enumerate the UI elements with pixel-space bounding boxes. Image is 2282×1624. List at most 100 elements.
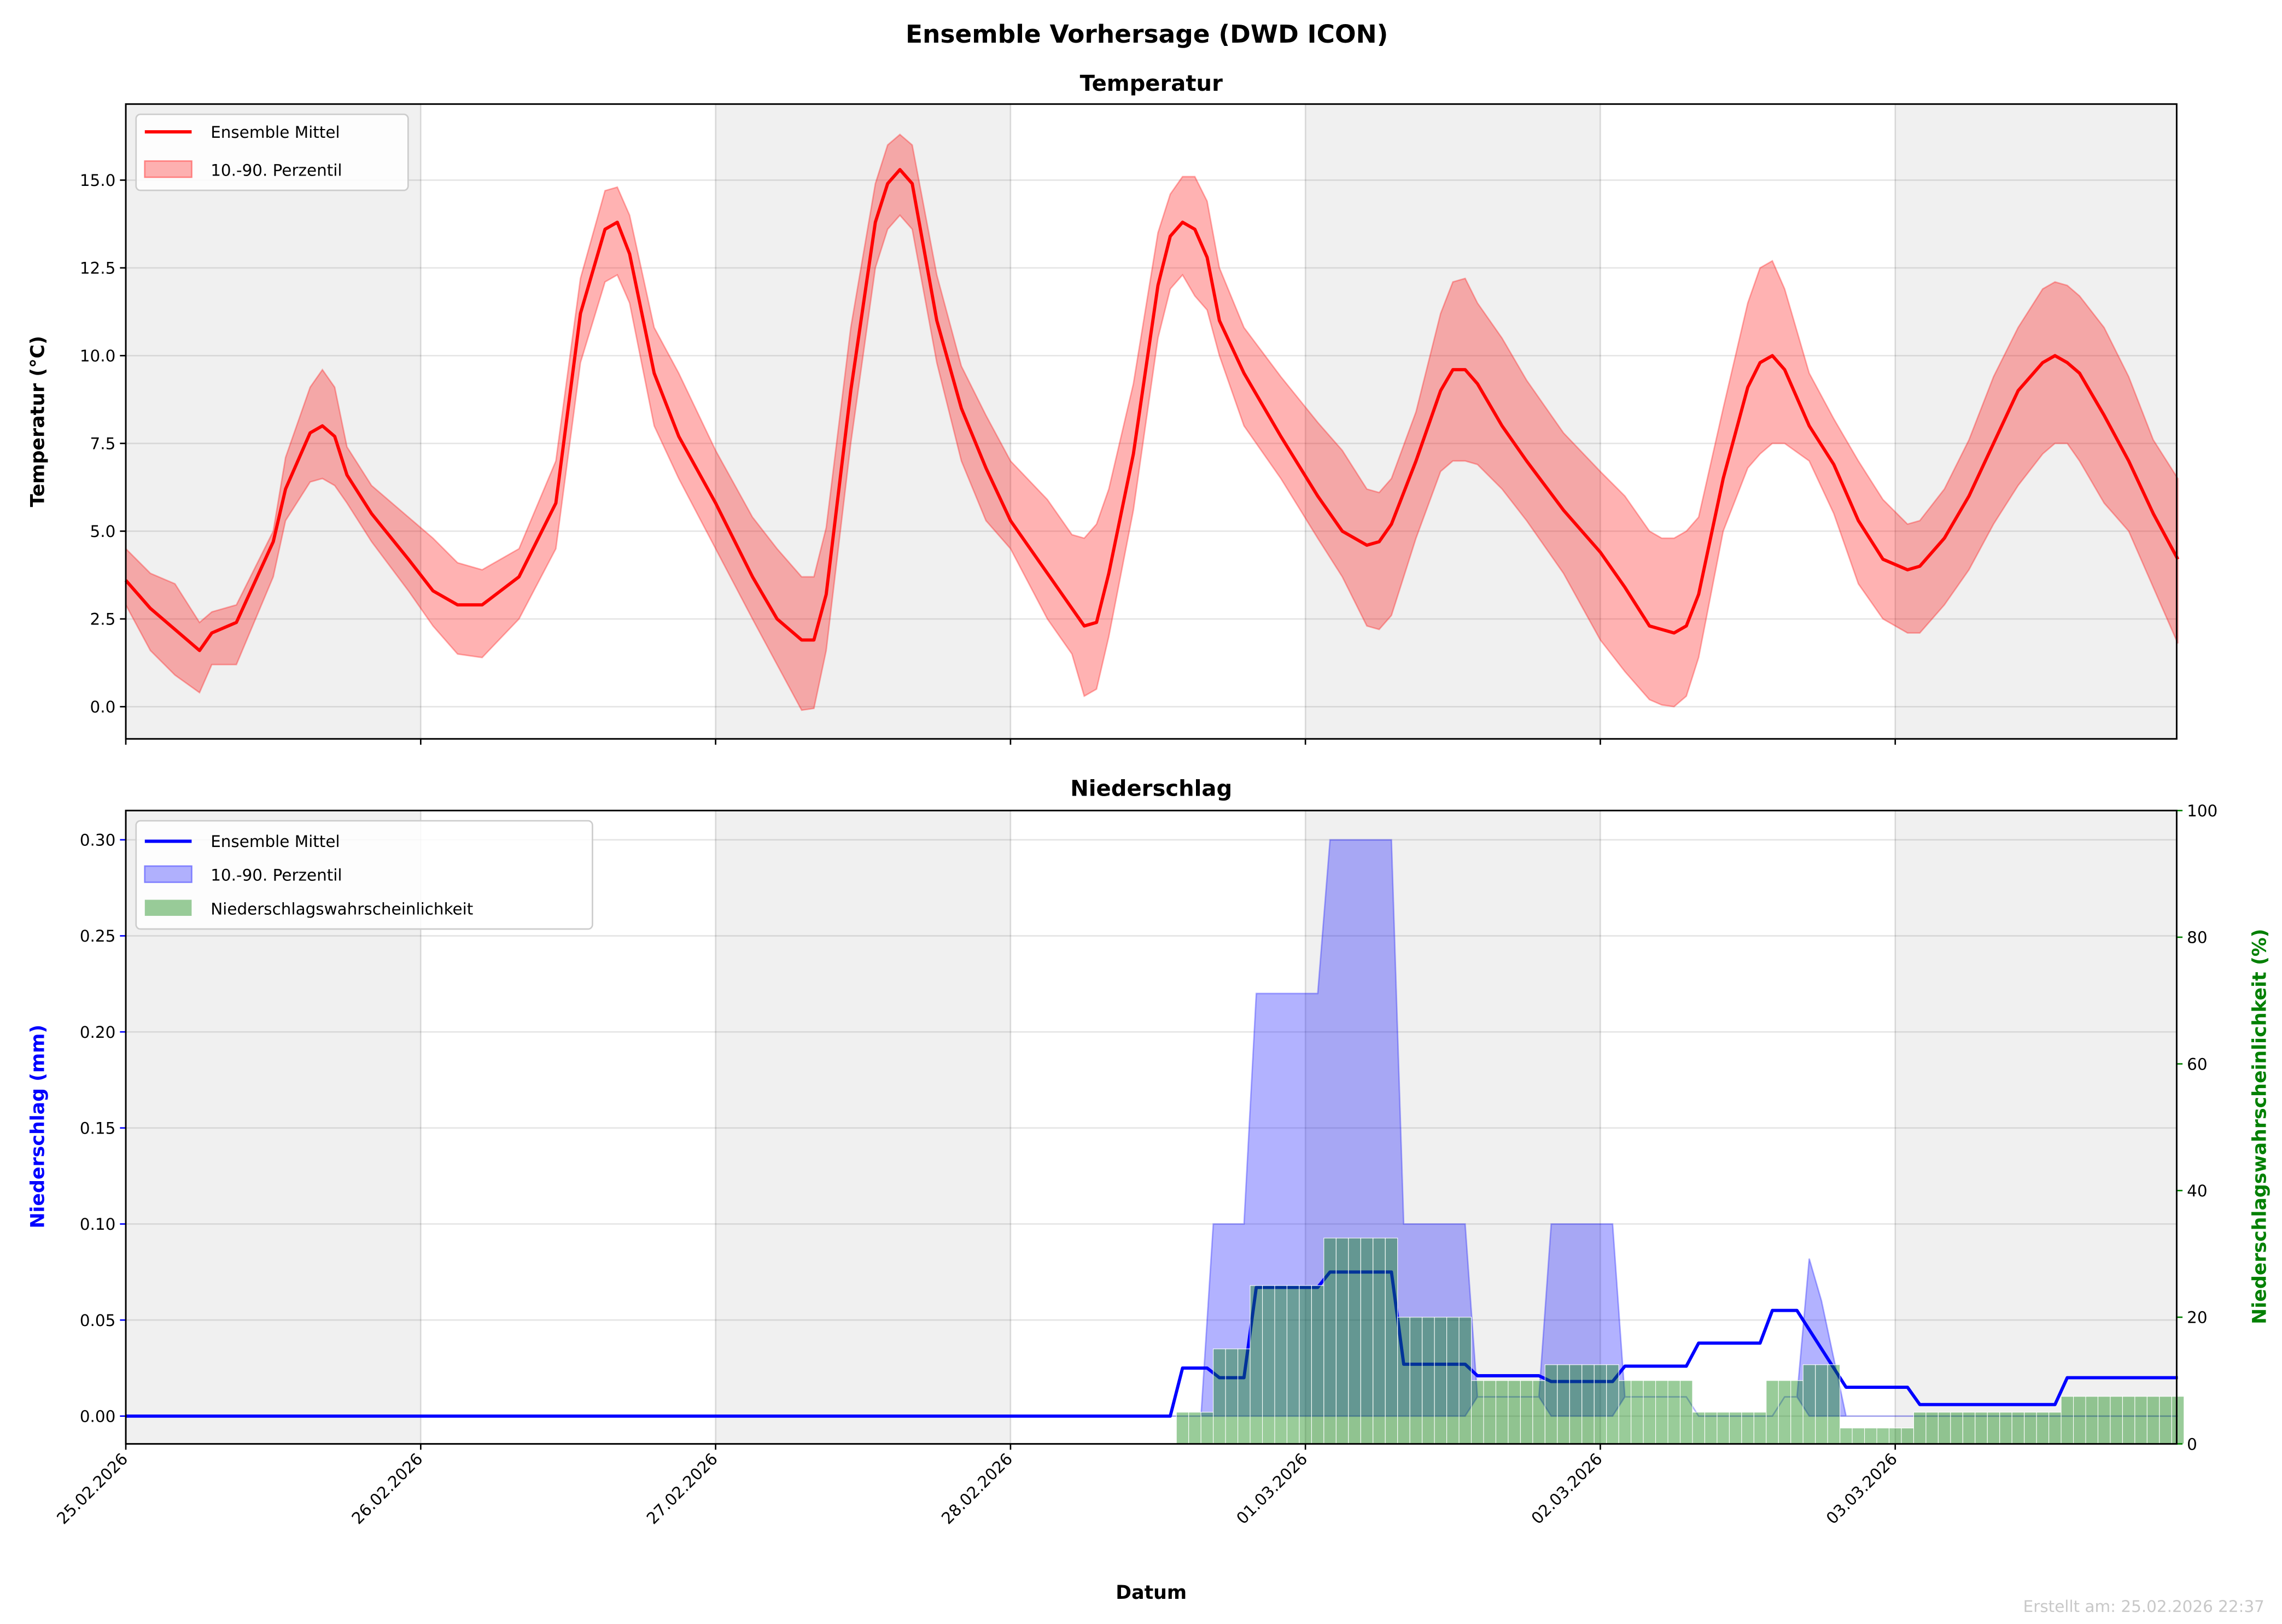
probability-bar bbox=[1655, 1380, 1668, 1445]
probability-bar bbox=[1569, 1364, 1583, 1445]
y-tick-label: 5.0 bbox=[90, 522, 116, 541]
x-axis-label: Datum bbox=[1116, 1582, 1187, 1604]
probability-bar bbox=[1778, 1380, 1791, 1445]
probability-bar bbox=[1176, 1412, 1189, 1445]
probability-bar bbox=[1262, 1285, 1275, 1445]
right-y-tick-label: 0 bbox=[2187, 1435, 2197, 1453]
probability-bar bbox=[1766, 1380, 1779, 1445]
probability-bar bbox=[1520, 1380, 1533, 1445]
right-y-tick-label: 80 bbox=[2187, 928, 2207, 947]
precipitation-legend: Ensemble Mittel 10.-90. Perzentil Nieder… bbox=[135, 820, 593, 930]
legend-probability-label: Niederschlagswahrscheinlichkeit bbox=[211, 899, 473, 918]
probability-bar bbox=[1335, 1237, 1349, 1445]
probability-bar bbox=[1999, 1412, 2012, 1445]
probability-bar bbox=[1188, 1412, 1201, 1445]
probability-bar bbox=[1679, 1380, 1693, 1445]
probability-bar bbox=[2122, 1396, 2135, 1445]
day-shading bbox=[1895, 104, 2177, 739]
probability-bar bbox=[1397, 1317, 1410, 1445]
temperature-legend: Ensemble Mittel 10.-90. Perzentil bbox=[135, 113, 409, 191]
precipitation-y-axis-label: Niederschlag (mm) bbox=[27, 1025, 49, 1229]
y-tick-label: 10.0 bbox=[80, 347, 115, 365]
probability-bar bbox=[1827, 1364, 1841, 1445]
probability-bar bbox=[1323, 1237, 1336, 1445]
probability-bar bbox=[1200, 1412, 1214, 1445]
probability-bar bbox=[1274, 1285, 1288, 1445]
probability-bar bbox=[1987, 1412, 2000, 1445]
probability-bar bbox=[1250, 1285, 1263, 1445]
probability-bar bbox=[1937, 1412, 1951, 1445]
probability-bar bbox=[1508, 1380, 1521, 1445]
day-shading bbox=[715, 104, 1011, 739]
probability-bar bbox=[1422, 1317, 1435, 1445]
temperature-mean-line bbox=[124, 168, 2180, 652]
probability-bar bbox=[2073, 1396, 2086, 1445]
legend-probability-swatch bbox=[144, 899, 192, 916]
axes-frame bbox=[125, 809, 2178, 1445]
probability-bar bbox=[2036, 1412, 2050, 1445]
probability-bar bbox=[1446, 1317, 1460, 1445]
probability-bar bbox=[1409, 1317, 1423, 1445]
y-tick-label: 0.20 bbox=[80, 1023, 115, 1042]
right-y-tick-label: 40 bbox=[2187, 1182, 2207, 1200]
y-tick-label: 0.0 bbox=[90, 698, 116, 716]
probability-bar bbox=[1483, 1380, 1496, 1445]
day-shading bbox=[126, 104, 421, 739]
probability-bar bbox=[1606, 1364, 1619, 1445]
probability-bar bbox=[1790, 1380, 1804, 1445]
probability-bar bbox=[1925, 1412, 1939, 1445]
probability-bar bbox=[1495, 1380, 1509, 1445]
probability-bar bbox=[1544, 1364, 1558, 1445]
probability-bar bbox=[2110, 1396, 2123, 1445]
day-shading bbox=[1305, 810, 1601, 1444]
probability-bar bbox=[1667, 1380, 1681, 1445]
precipitation-percentile-band bbox=[126, 839, 2178, 1417]
probability-bar bbox=[1876, 1428, 1890, 1445]
probability-bar bbox=[1360, 1237, 1374, 1445]
y-tick-label: 0.10 bbox=[80, 1215, 115, 1234]
probability-bar bbox=[1299, 1285, 1312, 1445]
probability-bar bbox=[2146, 1396, 2160, 1445]
probability-bar bbox=[1581, 1364, 1595, 1445]
probability-bar bbox=[1753, 1412, 1767, 1445]
probability-bar bbox=[2024, 1412, 2037, 1445]
created-timestamp: Erstellt am: 25.02.2026 22:37 bbox=[2023, 1597, 2265, 1616]
probability-bar bbox=[1717, 1412, 1730, 1445]
y-tick-label: 0.05 bbox=[80, 1311, 115, 1330]
probability-bar bbox=[1741, 1412, 1754, 1445]
legend-mean-label: Ensemble Mittel bbox=[211, 123, 340, 142]
probability-bar bbox=[1975, 1412, 1988, 1445]
y-tick-label: 12.5 bbox=[80, 259, 115, 278]
y-tick-label: 2.5 bbox=[90, 610, 116, 629]
probability-bar bbox=[1913, 1412, 1927, 1445]
probability-bar bbox=[2097, 1396, 2111, 1445]
temperature-percentile-band bbox=[125, 133, 2179, 711]
probability-bar bbox=[2159, 1396, 2172, 1445]
right-y-tick-label: 20 bbox=[2187, 1308, 2207, 1327]
probability-bar bbox=[1434, 1317, 1448, 1445]
probability-bar bbox=[1950, 1412, 1963, 1445]
legend-band-swatch bbox=[144, 160, 192, 178]
probability-bar bbox=[1470, 1380, 1484, 1445]
day-shading bbox=[1305, 104, 1601, 739]
probability-bar bbox=[1729, 1412, 1742, 1445]
day-shading bbox=[1895, 810, 2177, 1444]
y-tick-label: 7.5 bbox=[90, 435, 116, 453]
probability-bar bbox=[2171, 1396, 2185, 1445]
temperature-chart-title: Temperatur bbox=[1080, 71, 1223, 96]
legend-mean-label: Ensemble Mittel bbox=[211, 832, 340, 851]
day-shading bbox=[715, 810, 1011, 1444]
probability-bar bbox=[2011, 1412, 2025, 1445]
probability-bar bbox=[1692, 1412, 1705, 1445]
probability-bar bbox=[2048, 1412, 2062, 1445]
legend-band-swatch bbox=[144, 865, 192, 883]
probability-bar bbox=[1618, 1380, 1632, 1445]
y-tick-label: 0.00 bbox=[80, 1407, 115, 1426]
probability-bar bbox=[1815, 1364, 1828, 1445]
probability-bar bbox=[1864, 1428, 1877, 1445]
probability-bar bbox=[1225, 1348, 1239, 1445]
precipitation-chart-title: Niederschlag bbox=[1070, 776, 1232, 802]
y-tick-label: 15.0 bbox=[80, 171, 115, 190]
y-tick-label: 0.30 bbox=[80, 831, 115, 850]
